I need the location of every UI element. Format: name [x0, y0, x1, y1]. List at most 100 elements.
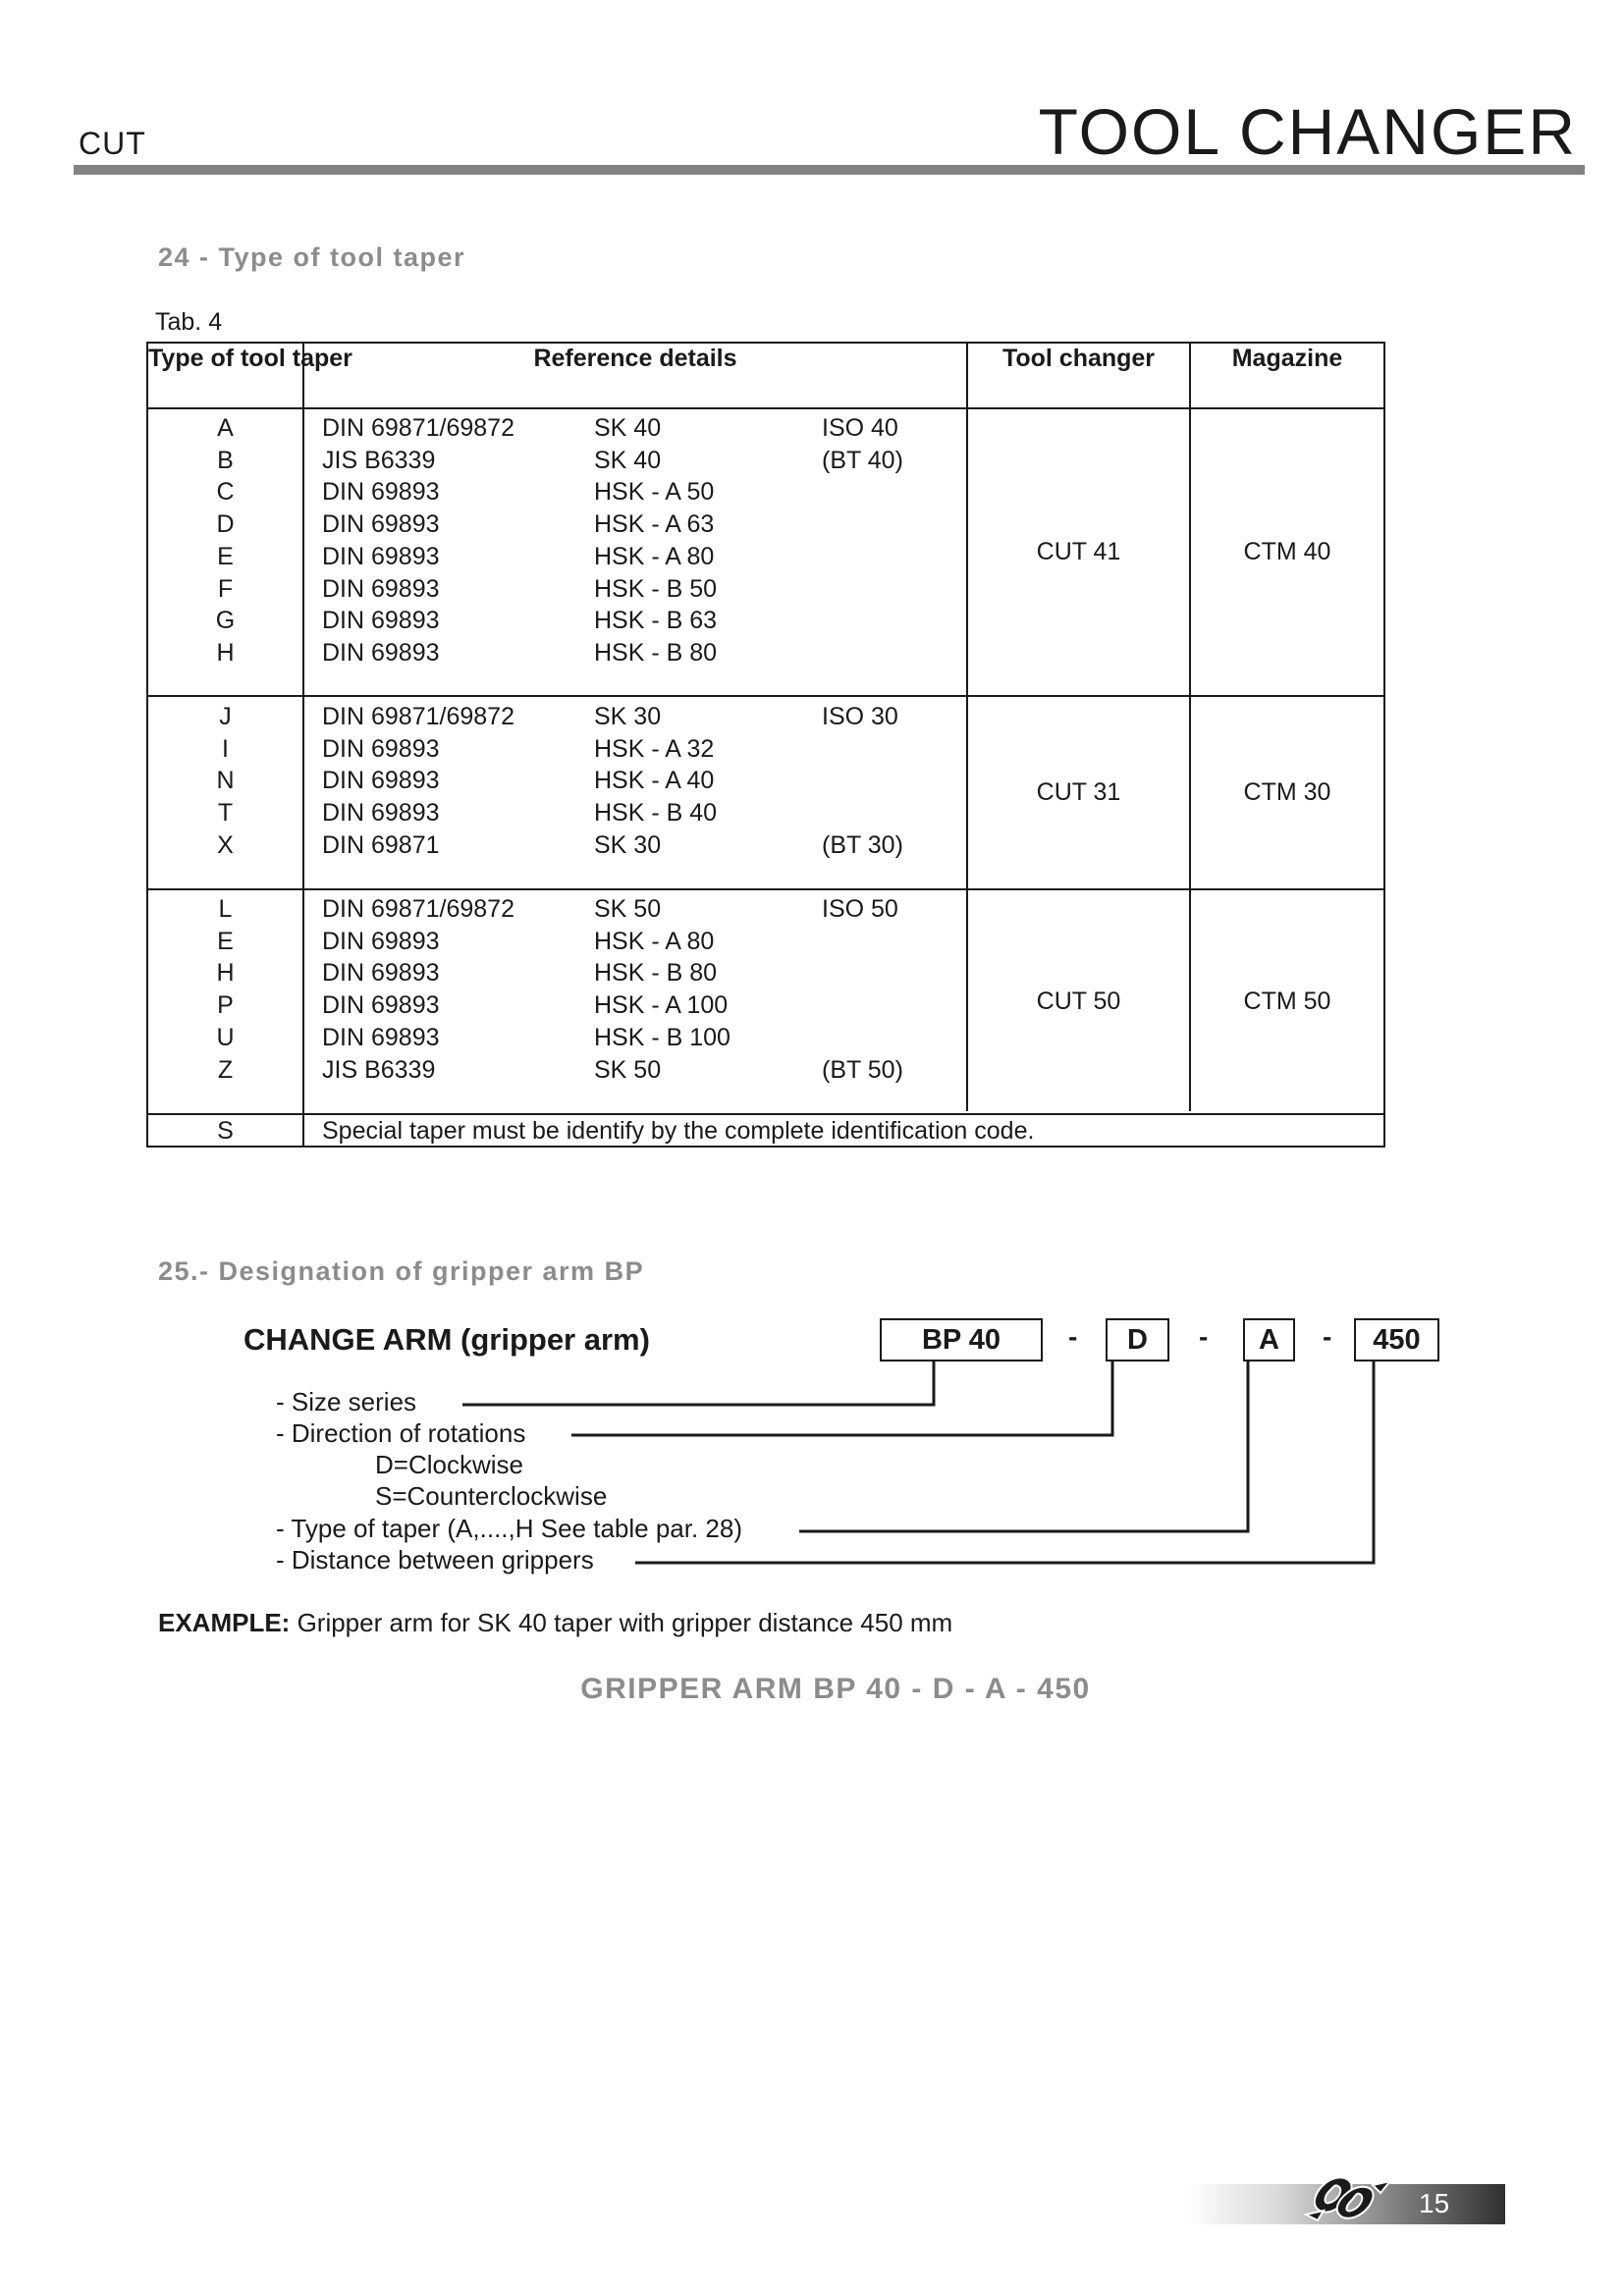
din-standard: DIN 69893: [322, 767, 440, 795]
example-line: EXAMPLE: Gripper arm for SK 40 taper wit…: [158, 1608, 952, 1638]
taper-code: L: [218, 895, 233, 923]
din-standard: DIN 69893: [322, 542, 440, 570]
code-box-size: BP 40: [880, 1318, 1043, 1362]
taper-size: HSK - B 80: [594, 638, 718, 667]
taper-size: HSK - B 40: [594, 799, 718, 828]
taper-size: SK 40: [594, 446, 662, 474]
label-counterclockwise: S=Counterclockwise: [375, 1481, 608, 1511]
taper-code: H: [216, 638, 235, 667]
taper-size: SK 40: [594, 414, 662, 442]
din-standard: DIN 69893: [322, 799, 440, 828]
code-separator: -: [1199, 1321, 1209, 1352]
taper-code: J: [219, 703, 232, 730]
taper-size: HSK - A 100: [594, 991, 729, 1020]
taper-size: HSK - A 80: [594, 542, 715, 570]
taper-code: Z: [217, 1055, 234, 1084]
din-standard: JIS B6339: [322, 1055, 436, 1084]
din-standard: DIN 69893: [322, 991, 440, 1020]
taper-size: SK 30: [594, 830, 662, 859]
iso-bt-ref: (BT 50): [822, 1055, 903, 1084]
tool-changer-value: CUT 31: [1036, 778, 1121, 806]
taper-size: SK 50: [594, 895, 662, 923]
code-box-direction: D: [1106, 1318, 1169, 1362]
code-separator: -: [1068, 1321, 1078, 1352]
header-section: CUT: [79, 126, 146, 161]
din-standard: DIN 69893: [322, 734, 440, 763]
taper-code: B: [217, 446, 234, 474]
taper-size: HSK - B 100: [594, 1023, 731, 1051]
taper-code: F: [217, 574, 234, 603]
din-standard: DIN 69893: [322, 607, 440, 635]
label-taper-type: - Type of taper (A,....,H See table par.…: [276, 1514, 742, 1543]
example-label: EXAMPLE:: [158, 1608, 291, 1637]
col-header-tool-changer: Tool changer: [1001, 345, 1156, 372]
example-text: Gripper arm for SK 40 taper with gripper…: [290, 1608, 953, 1637]
din-standard: DIN 69893: [322, 574, 440, 603]
header-divider: [74, 165, 1585, 175]
iso-bt-ref: ISO 40: [822, 414, 898, 442]
magazine-value: CTM 30: [1243, 778, 1331, 806]
result-designation: GRIPPER ARM BP 40 - D - A - 450: [580, 1673, 1091, 1705]
taper-code: X: [217, 830, 234, 859]
taper-code: G: [215, 607, 236, 635]
taper-code: H: [216, 959, 235, 988]
din-standard: DIN 69871/69872: [322, 414, 514, 442]
tool-changer-value: CUT 50: [1036, 987, 1121, 1015]
label-size-series: - Size series: [276, 1387, 417, 1416]
page-number: 15: [1419, 2188, 1450, 2218]
taper-size: HSK - A 63: [594, 510, 715, 539]
taper-size: HSK - A 80: [594, 927, 715, 955]
taper-code: C: [216, 478, 235, 507]
magazine-value: CTM 50: [1243, 987, 1331, 1015]
taper-size: HSK - B 63: [594, 607, 718, 635]
taper-code: E: [217, 542, 234, 570]
label-distance: - Distance between grippers: [276, 1545, 594, 1575]
section-24-heading: 24 - Type of tool taper: [158, 242, 466, 272]
taper-size: HSK - A 40: [594, 767, 715, 795]
magazine-value: CTM 40: [1243, 537, 1331, 565]
din-standard: DIN 69893: [322, 959, 440, 988]
taper-table: Type of tool taper Reference details Too…: [146, 342, 1385, 1148]
special-code: S: [217, 1117, 234, 1145]
taper-size: HSK - B 80: [594, 959, 718, 988]
taper-code: A: [217, 414, 234, 442]
iso-bt-ref: (BT 40): [822, 446, 903, 474]
col-header-magazine: Magazine: [1231, 345, 1343, 372]
code-box-taper: A: [1243, 1318, 1295, 1362]
code-separator: -: [1323, 1321, 1332, 1352]
taper-code: D: [216, 510, 235, 539]
taper-size: HSK - B 50: [594, 574, 718, 603]
iso-bt-ref: (BT 30): [822, 830, 903, 859]
iso-bt-ref: ISO 50: [822, 895, 898, 923]
taper-code: T: [217, 799, 234, 828]
din-standard: DIN 69893: [322, 478, 440, 507]
iso-bt-ref: ISO 30: [822, 703, 898, 730]
section-25-heading: 25.- Designation of gripper arm BP: [158, 1256, 645, 1286]
change-arm-title: CHANGE ARM (gripper arm): [244, 1322, 650, 1357]
din-standard: DIN 69893: [322, 510, 440, 539]
taper-size: HSK - A 50: [594, 478, 715, 507]
special-text: Special taper must be identify by the co…: [322, 1117, 1035, 1145]
code-box-distance: 450: [1354, 1318, 1439, 1362]
taper-size: SK 50: [594, 1055, 662, 1084]
din-standard: DIN 69871/69872: [322, 895, 514, 923]
din-standard: JIS B6339: [322, 446, 436, 474]
din-standard: DIN 69893: [322, 638, 440, 667]
taper-code: U: [216, 1023, 235, 1051]
col-header-reference: Reference details: [533, 345, 737, 372]
din-standard: DIN 69893: [322, 927, 440, 955]
taper-code: P: [217, 991, 234, 1020]
knot-logo-icon: [1304, 2176, 1392, 2222]
table-label: Tab. 4: [155, 308, 223, 336]
taper-size: HSK - A 32: [594, 734, 715, 763]
label-direction: - Direction of rotations: [276, 1418, 526, 1448]
taper-code: E: [217, 927, 234, 955]
din-standard: DIN 69893: [322, 1023, 440, 1051]
tool-changer-value: CUT 41: [1036, 537, 1121, 565]
taper-code: I: [222, 734, 229, 763]
taper-size: SK 30: [594, 703, 662, 730]
page-title: TOOL CHANGER: [1038, 95, 1577, 168]
din-standard: DIN 69871: [322, 830, 440, 859]
taper-code: N: [216, 767, 235, 795]
